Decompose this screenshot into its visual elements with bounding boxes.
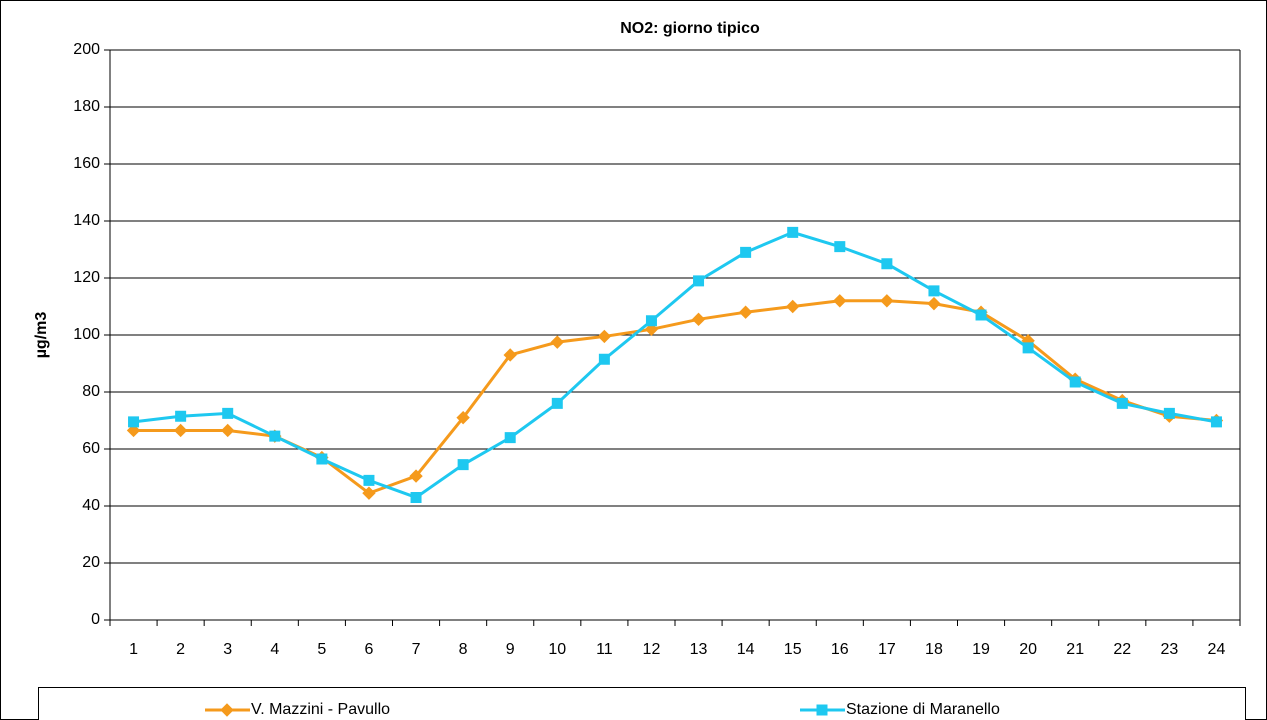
legend	[38, 687, 1246, 720]
data-point	[409, 469, 423, 483]
data-point	[550, 335, 564, 349]
x-tick-label: 5	[317, 641, 326, 658]
data-point	[645, 315, 657, 327]
x-tick-label: 10	[548, 641, 566, 658]
data-point	[269, 430, 281, 442]
x-tick-label: 9	[506, 641, 515, 658]
x-tick-label: 19	[972, 641, 990, 658]
data-point	[1210, 416, 1222, 428]
y-tick-label: 120	[73, 269, 100, 286]
x-tick-label: 13	[690, 641, 708, 658]
y-tick-label: 40	[82, 497, 100, 514]
x-tick-label: 18	[925, 641, 943, 658]
data-point	[598, 353, 610, 365]
data-point	[787, 226, 799, 238]
data-point	[1116, 397, 1128, 409]
data-point	[410, 491, 422, 503]
y-tick-label: 140	[73, 212, 100, 229]
legend-marker	[220, 703, 234, 717]
legend-label: Stazione di Maranello	[846, 701, 1000, 718]
x-tick-label: 2	[176, 641, 185, 658]
data-point	[691, 312, 706, 327]
data-point	[597, 329, 612, 344]
data-point	[551, 397, 563, 409]
y-tick-label: 180	[73, 98, 100, 115]
data-point	[738, 305, 753, 319]
data-point	[881, 258, 893, 270]
x-tick-label: 23	[1160, 641, 1178, 658]
legend-label: V. Mazzini - Pavullo	[251, 701, 390, 718]
y-axis-title: µg/m3	[33, 312, 50, 359]
series-line	[133, 230, 1217, 500]
chart-title: NO2: giorno tipico	[620, 20, 760, 37]
data-point	[503, 348, 517, 362]
data-point	[1163, 407, 1175, 419]
data-point	[975, 309, 987, 321]
data-point	[128, 416, 140, 428]
x-tick-label: 17	[878, 641, 896, 658]
x-tick-label: 20	[1019, 641, 1037, 658]
x-tick-label: 12	[643, 641, 661, 658]
data-point	[362, 486, 376, 500]
data-point	[1069, 376, 1081, 388]
x-tick-label: 22	[1113, 641, 1131, 658]
data-point	[504, 432, 516, 444]
data-point	[457, 459, 469, 471]
data-point	[786, 299, 800, 314]
data-point	[644, 322, 659, 337]
data-point	[1022, 342, 1034, 354]
legend-marker	[816, 704, 828, 716]
data-point	[927, 296, 941, 311]
x-tick-label: 1	[129, 641, 138, 658]
y-tick-label: 200	[73, 41, 100, 58]
x-tick-label: 8	[459, 641, 468, 658]
data-point	[221, 423, 235, 438]
x-tick-label: 6	[365, 641, 374, 658]
y-tick-label: 160	[73, 155, 100, 172]
data-point	[456, 410, 470, 425]
y-tick-label: 100	[73, 326, 100, 343]
data-point	[833, 294, 847, 308]
x-tick-label: 21	[1066, 641, 1084, 658]
y-tick-label: 80	[82, 383, 100, 400]
x-tick-label: 15	[784, 641, 802, 658]
data-point	[175, 410, 187, 422]
x-tick-label: 11	[596, 641, 613, 658]
y-tick-label: 20	[82, 554, 100, 571]
data-point	[316, 453, 328, 465]
x-tick-label: 3	[223, 641, 232, 658]
data-point	[173, 423, 188, 438]
x-tick-label: 16	[831, 641, 849, 658]
data-point	[834, 241, 846, 253]
y-tick-label: 0	[91, 611, 100, 628]
data-point	[693, 275, 705, 287]
data-point	[928, 285, 940, 297]
y-tick-label: 60	[82, 440, 100, 457]
data-point	[740, 246, 752, 258]
data-point	[222, 407, 234, 419]
x-tick-label: 7	[412, 641, 421, 658]
x-tick-label: 4	[270, 641, 279, 658]
x-tick-label: 14	[737, 641, 755, 658]
data-point	[880, 294, 894, 308]
data-point	[126, 423, 141, 438]
data-point	[363, 474, 375, 486]
x-tick-label: 24	[1208, 641, 1226, 658]
